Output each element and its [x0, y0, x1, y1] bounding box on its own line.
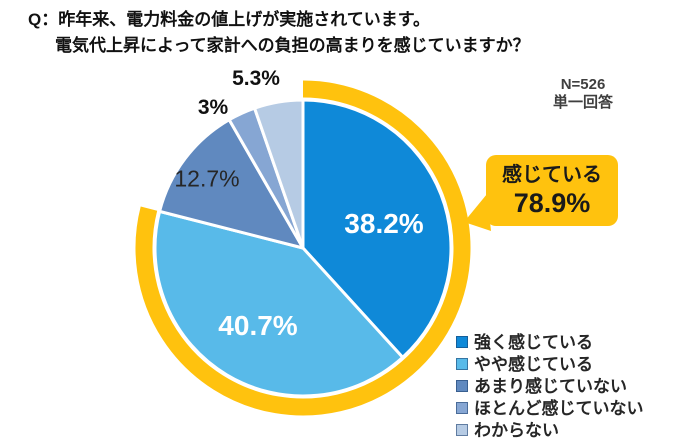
highlight-callout-value: 78.9% [513, 188, 591, 218]
legend-swatch-icon [456, 402, 468, 414]
question-title: Q：昨年来、電力料金の値上げが実施されています。 電気代上昇によって家計への負担… [28, 7, 530, 58]
highlight-callout: 感じている 78.9% [486, 155, 618, 227]
legend-label: あまり感じていない [474, 376, 627, 396]
legend-item-somewhat-feel: やや感じている [456, 353, 644, 375]
survey-meta: N=526 単一回答 [538, 76, 628, 112]
question-title-line2: 電気代上昇によって家計への負担の高まりを感じていますか？ [55, 35, 530, 55]
chart-legend: 強く感じている やや感じている あまり感じていない ほとんど感じていない わから… [456, 331, 644, 441]
sample-size: N=526 [560, 76, 606, 93]
answer-type: 単一回答 [552, 94, 613, 111]
pie-slice-1 [153, 209, 405, 398]
slice-label-hardly-feel: 3% [197, 96, 229, 119]
legend-label: やや感じている [474, 354, 593, 374]
legend-item-dont-know: わからない [456, 419, 644, 441]
legend-label: 強く感じている [474, 332, 593, 352]
legend-item-hardly-feel: ほとんど感じていない [456, 397, 644, 419]
pie-slice-2 [158, 118, 305, 250]
highlight-ring [135, 80, 471, 416]
slice-label-strongly-feel: 38.2% [344, 208, 424, 239]
legend-label: わからない [474, 420, 559, 440]
pie-slice-0 [301, 98, 453, 359]
legend-swatch-icon [456, 336, 468, 348]
highlight-callout-label: 感じている [502, 164, 602, 186]
legend-item-strongly-feel: 強く感じている [456, 331, 644, 353]
question-title-line1: Q：昨年来、電力料金の値上げが実施されています。 [28, 10, 431, 29]
legend-swatch-icon [456, 380, 468, 392]
legend-swatch-icon [456, 424, 468, 436]
slice-label-dont-know: 5.3% [232, 67, 280, 90]
pie-slice-4 [253, 98, 305, 250]
legend-item-not-really-feel: あまり感じていない [456, 375, 644, 397]
legend-label: ほとんど感じていない [474, 398, 644, 418]
callout-pointer [464, 194, 491, 231]
slice-label-not-really-feel: 12.7% [174, 165, 240, 192]
legend-swatch-icon [456, 358, 468, 370]
slice-label-somewhat-feel: 40.7% [218, 310, 298, 341]
